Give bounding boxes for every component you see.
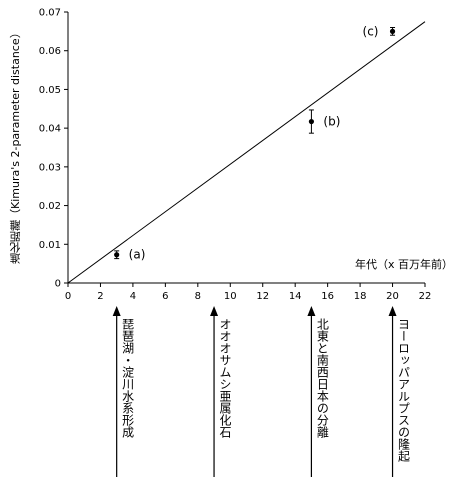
- event-label: 琵琶湖・淀川水系形成: [120, 318, 135, 438]
- x-tick-label: 2: [97, 291, 103, 302]
- x-tick-label: 18: [354, 291, 367, 302]
- y-tick-label: 0.01: [39, 240, 61, 251]
- x-axis-label: 年代（x 百万年前）: [355, 258, 454, 271]
- x-tick-label: 4: [130, 291, 136, 302]
- event-arrowhead: [112, 306, 121, 316]
- data-point: [308, 118, 315, 125]
- regression-line: [67, 21, 426, 284]
- x-tick-label: 8: [195, 291, 201, 302]
- event-label: オオオサムシ亜属化石: [218, 318, 233, 438]
- x-tick-label: 0: [65, 291, 71, 302]
- point-label: (a): [129, 248, 146, 262]
- y-tick-label: 0.04: [39, 124, 61, 135]
- x-tick-label: 20: [386, 291, 399, 302]
- y-tick-label: 0.03: [39, 162, 61, 173]
- x-tick-label: 14: [289, 291, 302, 302]
- data-point: [114, 252, 120, 258]
- point-label: (c): [363, 24, 379, 38]
- data-point: [389, 28, 396, 34]
- y-tick-label: 0.02: [39, 201, 61, 212]
- y-ticks: 0 0.01 0.02 0.03 0.04 0.05 0.06 0.07: [39, 8, 68, 290]
- event-arrowhead: [210, 306, 219, 316]
- y-tick-label: 0: [55, 279, 61, 290]
- point-label: (b): [323, 115, 340, 129]
- event-arrowhead: [307, 306, 316, 316]
- x-tick-label: 12: [256, 291, 269, 302]
- x-tick-label: 22: [419, 291, 432, 302]
- event-arrowhead: [388, 306, 397, 316]
- regression-line-group: [67, 21, 426, 284]
- y-tick-label: 0.05: [39, 85, 61, 96]
- y-tick-label: 0.06: [39, 46, 61, 57]
- x-tick-label: 6: [162, 291, 168, 302]
- x-tick-label: 16: [321, 291, 334, 302]
- x-ticks: 0 2 4 6 8 10 12 14 16 18 20 22: [65, 283, 432, 302]
- y-axis-label: 進化距離（Kimura's 2-parameter distance）: [9, 27, 22, 264]
- y-tick-label: 0.07: [39, 8, 61, 19]
- event-label: 北東と南西日本の分離: [315, 318, 330, 438]
- event-markers: [112, 306, 397, 477]
- axes: [67, 12, 425, 284]
- x-tick-label: 10: [224, 291, 237, 302]
- data-points: (a) (b) (c): [114, 24, 396, 262]
- event-label: ヨーロッパアルプスの隆起: [396, 318, 411, 462]
